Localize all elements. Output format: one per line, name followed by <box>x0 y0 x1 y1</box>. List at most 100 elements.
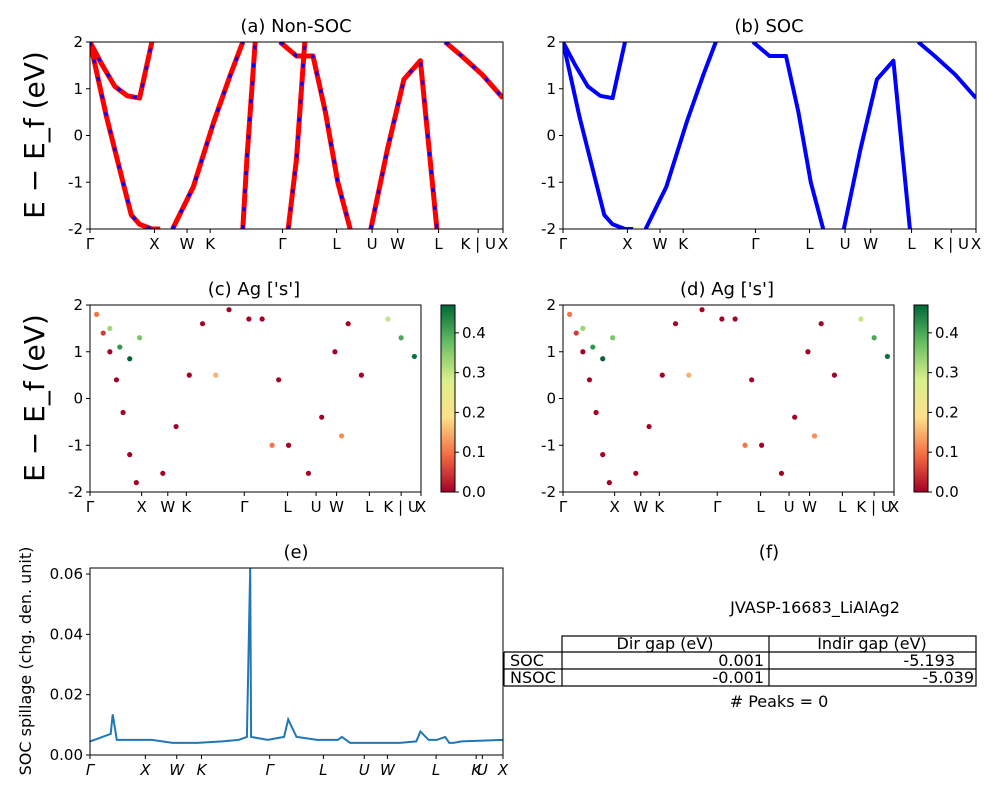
xtick-d-4: Γ <box>713 498 722 516</box>
ytick-b-3: 1 <box>546 80 556 98</box>
proj-point-20 <box>759 442 765 448</box>
ytick-d-0: -2 <box>541 483 556 501</box>
band-b-2 <box>643 42 718 229</box>
proj-point-19 <box>276 377 282 383</box>
ytick-d-2: 0 <box>546 390 556 408</box>
xtick-b-7: W <box>863 235 878 253</box>
xtick-c-7: W <box>329 498 344 516</box>
xtick-e-9: K <box>471 761 482 779</box>
xtick-d-1: X <box>609 498 619 516</box>
colorbar-tick-d-4: 0.4 <box>935 324 959 342</box>
colorbar-tick-c-2: 0.2 <box>462 403 486 421</box>
band-b-3 <box>751 42 826 229</box>
proj-point-3 <box>586 377 593 383</box>
colorbar-tick-d-1: 0.1 <box>935 443 959 461</box>
proj-point-22 <box>305 470 312 476</box>
xtick-d-8: L <box>838 498 847 516</box>
col-header-indir-gap: Indir gap (eV) <box>817 634 927 653</box>
xtick-d-2: W <box>633 498 648 516</box>
proj-point-25 <box>345 321 351 327</box>
band-a-3 <box>240 42 258 229</box>
xtick-d-5: L <box>756 498 765 516</box>
proj-point-4 <box>120 409 126 416</box>
ytick-b-1: -1 <box>541 173 556 191</box>
peaks-count: # Peaks = 0 <box>730 692 829 711</box>
proj-point-18 <box>259 316 265 322</box>
xtick-a-4: Γ <box>278 235 287 253</box>
ytick-b-2: 0 <box>546 127 556 145</box>
proj-point-12 <box>646 423 652 430</box>
proj-point-21 <box>269 442 275 448</box>
row-label-soc: SOC <box>510 651 544 670</box>
xtick-a-8: L <box>434 235 443 253</box>
xtick-e-8: L <box>432 761 440 779</box>
xtick-c-5: L <box>283 498 292 516</box>
proj-point-14 <box>672 321 679 327</box>
band-a-5 <box>285 42 308 229</box>
panel-a-title: (a) Non-SOC <box>240 16 351 37</box>
proj-point-30 <box>411 353 417 360</box>
xtick-c-3: K <box>181 498 192 516</box>
ytick-b-4: 2 <box>546 33 556 51</box>
proj-point-13 <box>659 372 665 378</box>
ytick-a-2: 0 <box>73 127 83 145</box>
xtick-d-7: W <box>802 498 817 516</box>
xtick-b-5: L <box>805 235 814 253</box>
xtick-b-4: Γ <box>751 235 760 253</box>
xtick-e-3: K <box>197 761 208 779</box>
proj-point-8 <box>590 344 596 350</box>
proj-point-4 <box>593 409 599 416</box>
proj-point-20 <box>286 442 292 448</box>
panel-c-title: (c) Ag ['s'] <box>208 279 300 300</box>
xtick-b-8: L <box>907 235 916 253</box>
proj-point-9 <box>600 356 606 362</box>
proj-point-24 <box>805 349 811 355</box>
proj-point-28 <box>858 316 864 322</box>
xtick-b-9: K | U <box>934 235 969 253</box>
proj-point-10 <box>137 335 143 341</box>
proj-point-21 <box>742 442 748 448</box>
plot-area-d <box>567 307 890 486</box>
proj-point-26 <box>358 372 365 378</box>
soc-dir-gap: 0.001 <box>718 651 764 670</box>
colorbar-tick-c-0: 0.0 <box>462 483 486 501</box>
proj-point-5 <box>600 452 606 458</box>
proj-point-6 <box>133 480 139 486</box>
proj-point-15 <box>213 372 219 378</box>
proj-point-5 <box>127 452 133 458</box>
xtick-d-3: K <box>654 498 665 516</box>
ytick-d-1: -1 <box>541 436 556 454</box>
xtick-b-1: X <box>622 235 632 253</box>
proj-point-12 <box>173 423 179 430</box>
proj-point-11 <box>633 470 639 476</box>
proj-point-2 <box>580 349 586 355</box>
col-header-dir-gap: Dir gap (eV) <box>617 634 714 653</box>
axes-frame-c <box>89 304 422 493</box>
proj-point-24 <box>332 349 338 355</box>
proj-point-27 <box>811 433 818 439</box>
proj-point-7 <box>107 325 113 331</box>
xtick-e-1: X <box>139 761 151 779</box>
proj-point-0 <box>94 311 100 317</box>
xtick-b-0: Γ <box>559 235 568 253</box>
nsoc-dir-gap: -0.001 <box>712 668 764 687</box>
xtick-a-5: L <box>332 235 341 253</box>
plot-area-e <box>90 568 503 744</box>
plot-area-a <box>90 42 503 229</box>
colorbar-tick-d-0: 0.0 <box>935 483 959 501</box>
colorbar-c <box>440 304 456 493</box>
xtick-b-10: X <box>971 235 981 253</box>
ytick-e-1: 0.02 <box>50 686 83 704</box>
xtick-c-6: U <box>311 498 322 516</box>
panel-f-title: (f) <box>759 542 779 563</box>
xtick-e-6: U <box>359 761 370 779</box>
spillage-ylabel: SOC spillage (chg. den. unit) <box>16 547 35 776</box>
band-b-0 <box>563 42 627 101</box>
axes-frame-d <box>562 304 895 493</box>
ytick-b-0: -2 <box>541 220 556 238</box>
proj-point-3 <box>113 377 120 383</box>
xtick-e-5: L <box>319 761 327 779</box>
material-id: JVASP-16683_LiAlAg2 <box>729 598 900 618</box>
